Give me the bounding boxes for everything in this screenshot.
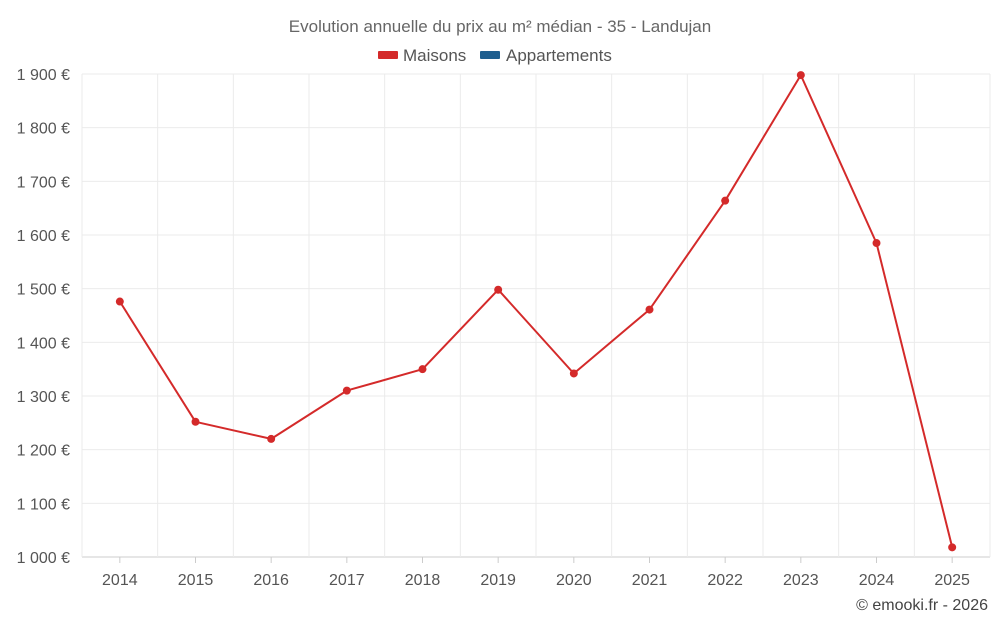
gridlines — [81, 73, 991, 558]
data-point[interactable] — [494, 285, 503, 294]
data-point[interactable] — [721, 196, 730, 205]
y-tick-label: 1 000 € — [17, 550, 70, 567]
y-tick-label: 1 400 € — [17, 335, 70, 352]
legend-label-maisons[interactable]: Maisons — [403, 46, 466, 65]
x-tick-label: 2016 — [253, 572, 289, 589]
series-line-maisons — [118, 74, 954, 548]
x-tick-label: 2025 — [934, 572, 970, 589]
legend-swatch-appartements[interactable] — [480, 51, 500, 59]
x-tick-label: 2021 — [632, 572, 668, 589]
data-point[interactable] — [948, 543, 957, 552]
y-tick-label: 1 200 € — [17, 443, 70, 460]
data-point[interactable] — [796, 71, 805, 80]
y-tick-label: 1 800 € — [17, 121, 70, 138]
x-tick-label: 2017 — [329, 572, 365, 589]
y-tick-label: 1 600 € — [17, 228, 70, 245]
data-point[interactable] — [418, 365, 427, 374]
y-axis-ticks: 1 000 € 1 100 € 1 200 € 1 300 € 1 400 € 1 500… — [17, 67, 70, 567]
x-axis-ticks: 2014 2015 2016 2017 2018 2019 2020 2021 2022 2023… — [102, 557, 970, 589]
legend-swatch-maisons[interactable] — [378, 51, 398, 59]
y-tick-label: 1 100 € — [17, 496, 70, 513]
data-point[interactable] — [342, 386, 351, 395]
y-tick-label: 1 700 € — [17, 174, 70, 191]
x-tick-label: 2024 — [859, 572, 895, 589]
series-maisons — [115, 71, 957, 552]
data-point[interactable] — [191, 417, 200, 426]
legend: Maisons Appartements — [378, 46, 612, 65]
data-point[interactable] — [645, 305, 654, 314]
y-tick-label: 1 900 € — [17, 67, 70, 84]
y-tick-label: 1 300 € — [17, 389, 70, 406]
data-point[interactable] — [267, 434, 276, 443]
x-tick-label: 2014 — [102, 572, 138, 589]
x-tick-label: 2020 — [556, 572, 592, 589]
x-tick-label: 2019 — [480, 572, 516, 589]
x-tick-label: 2018 — [405, 572, 441, 589]
data-point[interactable] — [569, 369, 578, 378]
legend-label-appartements[interactable]: Appartements — [506, 46, 612, 65]
credit-text: © emooki.fr - 2026 — [856, 597, 988, 614]
data-point[interactable] — [115, 297, 124, 306]
data-point[interactable] — [872, 239, 881, 248]
x-tick-label: 2023 — [783, 572, 819, 589]
x-tick-label: 2015 — [178, 572, 214, 589]
x-tick-label: 2022 — [707, 572, 743, 589]
chart-title: Evolution annuelle du prix au m² médian … — [289, 17, 711, 36]
y-tick-label: 1 500 € — [17, 282, 70, 299]
